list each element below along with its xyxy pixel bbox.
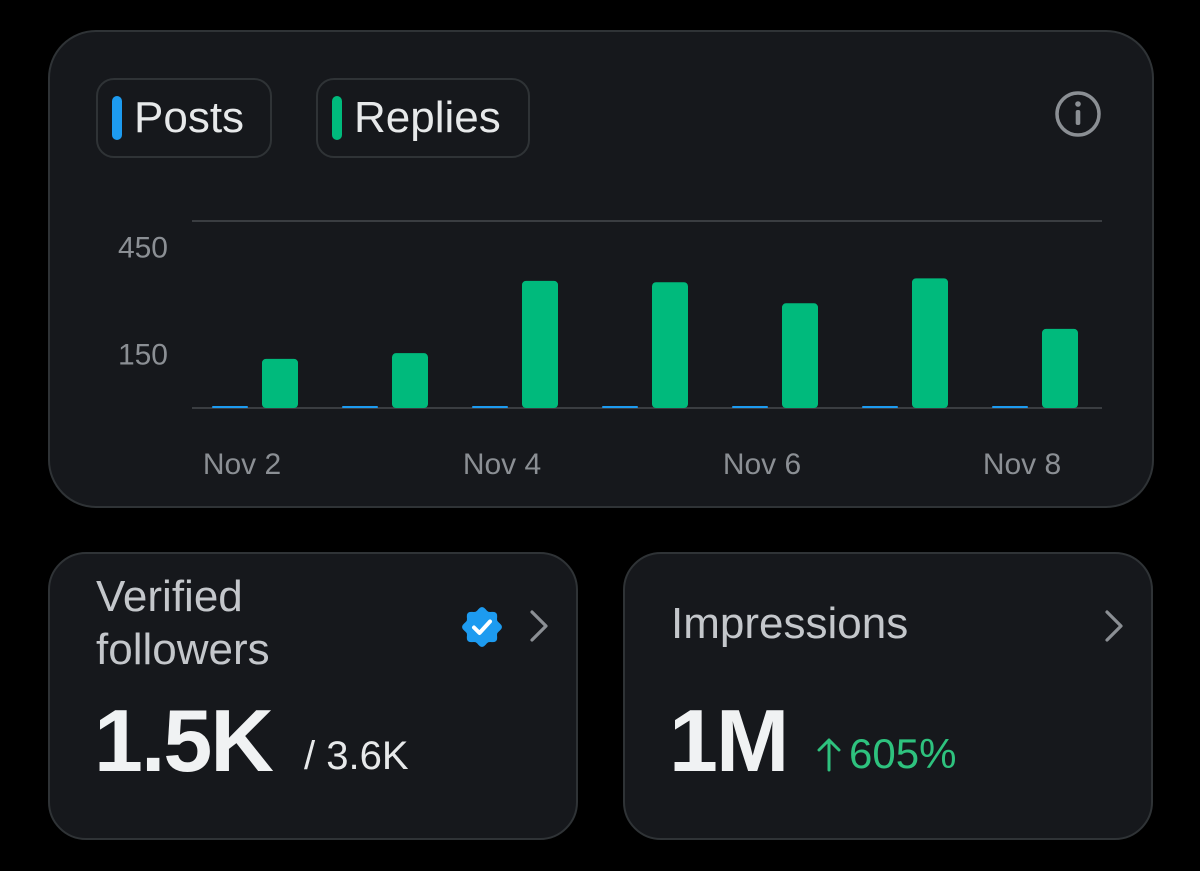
y-tick-label: 150 bbox=[118, 339, 168, 372]
posts-bar-nov-2 bbox=[212, 406, 248, 408]
x-tick-label: Nov 2 bbox=[203, 448, 281, 481]
verified-followers-title: Verified followers bbox=[96, 572, 270, 674]
legend-replies-label: Replies bbox=[354, 93, 501, 142]
replies-bar-nov-8 bbox=[1042, 328, 1078, 408]
replies-bar-nov-4 bbox=[522, 280, 558, 408]
verified-followers-card[interactable]: Verified followers 1.5K / 3.6K bbox=[48, 552, 578, 840]
x-tick-label: Nov 6 bbox=[723, 448, 801, 481]
x-tick-label: Nov 8 bbox=[983, 448, 1061, 481]
replies-bar-nov-5 bbox=[652, 282, 688, 408]
verified-badge-icon bbox=[462, 607, 502, 647]
info-icon[interactable] bbox=[1053, 89, 1103, 139]
chevron-right-icon bbox=[1105, 610, 1123, 642]
posts-color-swatch bbox=[112, 96, 122, 140]
legend-posts-label: Posts bbox=[134, 93, 245, 142]
arrow-up-icon bbox=[817, 738, 841, 772]
impressions-title: Impressions bbox=[671, 599, 909, 648]
legend-replies-toggle[interactable]: Replies bbox=[316, 78, 530, 158]
posts-bar-nov-6 bbox=[732, 406, 768, 408]
chevron-right-icon bbox=[530, 610, 548, 642]
x-tick-label: Nov 4 bbox=[463, 448, 541, 481]
posts-bar-nov-4 bbox=[472, 406, 508, 408]
replies-bar-nov-7 bbox=[912, 278, 948, 408]
verified-followers-value: 1.5K bbox=[94, 691, 274, 790]
replies-bar-nov-6 bbox=[782, 303, 818, 408]
impressions-change-value: 605% bbox=[849, 730, 957, 777]
total-followers-value: / 3.6K bbox=[304, 734, 409, 778]
posts-bar-nov-3 bbox=[342, 406, 378, 408]
legend-posts-toggle[interactable]: Posts bbox=[96, 78, 272, 158]
bar-chart: 450 150 Nov 2 Nov 4 Nov 6 Nov 8 bbox=[118, 220, 1102, 481]
replies-bar-nov-2 bbox=[262, 358, 298, 408]
posts-bar-nov-7 bbox=[862, 406, 898, 408]
replies-color-swatch bbox=[332, 96, 342, 140]
replies-bar-nov-3 bbox=[392, 353, 428, 408]
impressions-value: 1M bbox=[669, 691, 789, 790]
chart-card: 450 150 Nov 2 Nov 4 Nov 6 Nov 8 Posts Replies bbox=[48, 30, 1154, 508]
y-tick-label: 450 bbox=[118, 232, 168, 265]
impressions-change-indicator: 605% bbox=[815, 730, 956, 778]
impressions-card[interactable]: Impressions 1M 605% bbox=[623, 552, 1153, 840]
posts-bar-nov-8 bbox=[992, 406, 1028, 408]
posts-bar-nov-5 bbox=[602, 406, 638, 408]
